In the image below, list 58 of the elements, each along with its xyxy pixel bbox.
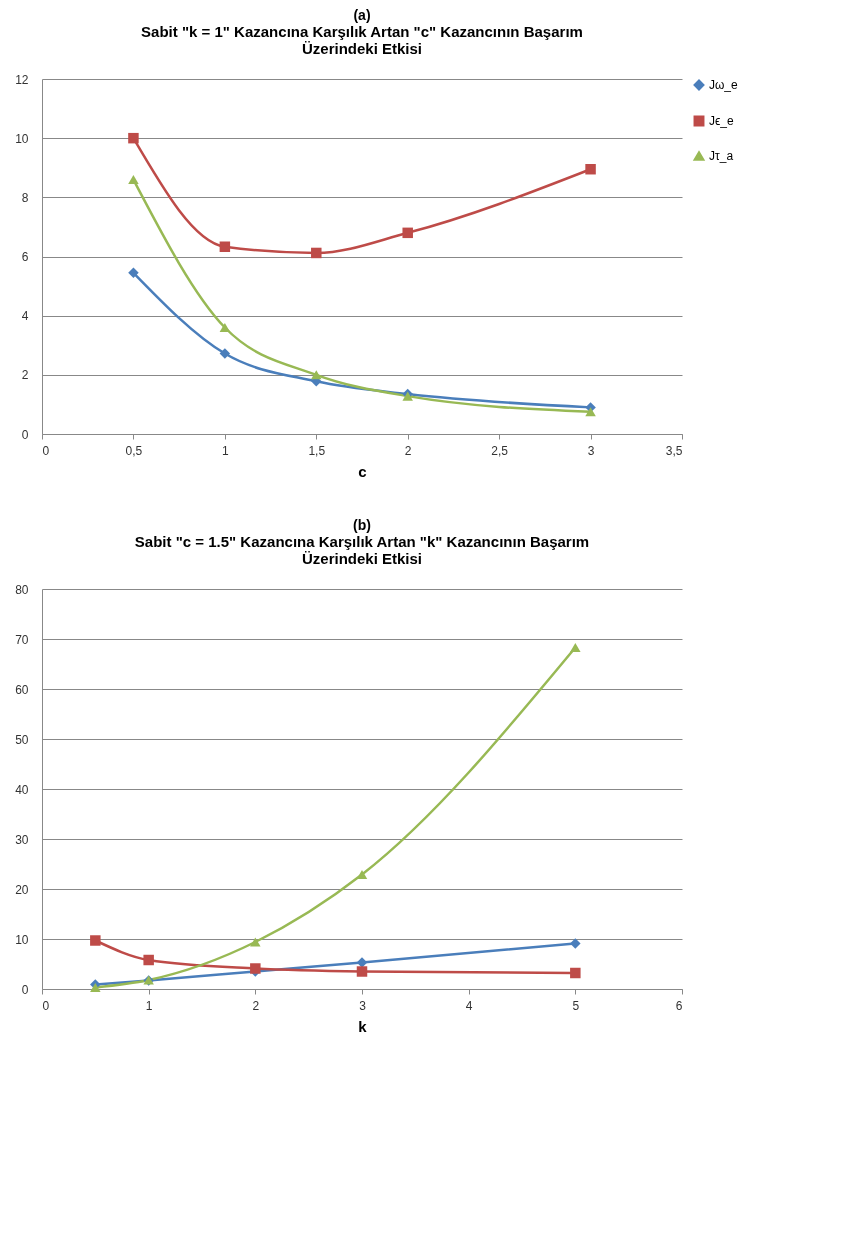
point [570,938,581,949]
x-axis-title: c [358,462,367,480]
y-tick-label: 2 [21,368,29,383]
point [128,175,139,185]
legend-label: Jϵ_e [709,114,734,128]
x-tick-label: 4 [465,998,473,1013]
point [311,247,322,259]
point [585,407,596,417]
x-tick-label: 2,5 [491,443,509,458]
x-tick-label: 2 [404,443,412,458]
x-tick-label: 5 [572,998,580,1013]
x-axis-title: k [358,1017,368,1035]
legend-label: Jτ_a [709,149,734,163]
chart-subtitle: Sabit "k = 1" Kazancına Karşılık Artan "c" Kazancının Başarım Üzerindeki Etkisi [141,23,583,57]
point [356,966,368,977]
x-tick-label: 1 [222,443,230,458]
y-tick-label: 4 [21,309,29,324]
point [570,642,581,653]
point [128,132,139,144]
point [402,227,413,239]
y-tick-label: 8 [21,190,29,205]
chart-subtitle: Sabit "c = 1.5" Kazancına Karşılık Artan "k" Kazancının Başarım Üzerindeki Etkisi [134,533,590,567]
y-tick-label: 10 [15,131,29,146]
point [219,322,231,333]
y-tick-label: 80 [15,582,29,597]
point [570,967,581,979]
point [90,935,101,946]
x-tick-label: 0,5 [125,443,143,458]
x-tick-label: 2 [252,998,260,1013]
chart-title: (a) [353,7,371,23]
x-tick-label: 1,5 [308,443,326,458]
point [219,348,231,359]
y-tick-label: 30 [15,832,29,847]
x-tick-label: 0 [42,443,50,458]
point [219,241,231,252]
y-tick-label: 12 [15,72,29,87]
point [311,370,322,380]
y-tick-label: 60 [15,682,29,697]
point [128,267,139,279]
y-tick-label: 10 [15,932,29,947]
point [250,937,261,947]
x-tick-label: 1 [145,998,153,1013]
x-tick-label: 3 [587,443,595,458]
y-tick-label: 0 [21,982,29,997]
y-tick-label: 0 [21,427,29,442]
y-tick-label: 70 [15,632,29,647]
x-tick-label: 3,5 [665,443,683,458]
point [143,954,154,966]
y-tick-label: 6 [21,250,29,264]
x-tick-label: 3 [359,998,367,1013]
y-tick-label: 20 [15,882,29,897]
y-tick-label: 50 [15,732,29,747]
x-tick-label: 0 [42,998,50,1013]
chart-title: (b) [353,517,371,533]
y-tick-label: 40 [15,782,29,797]
point [585,163,596,175]
x-tick-label: 6 [675,998,683,1013]
legend-label: Jω_e [709,78,739,92]
